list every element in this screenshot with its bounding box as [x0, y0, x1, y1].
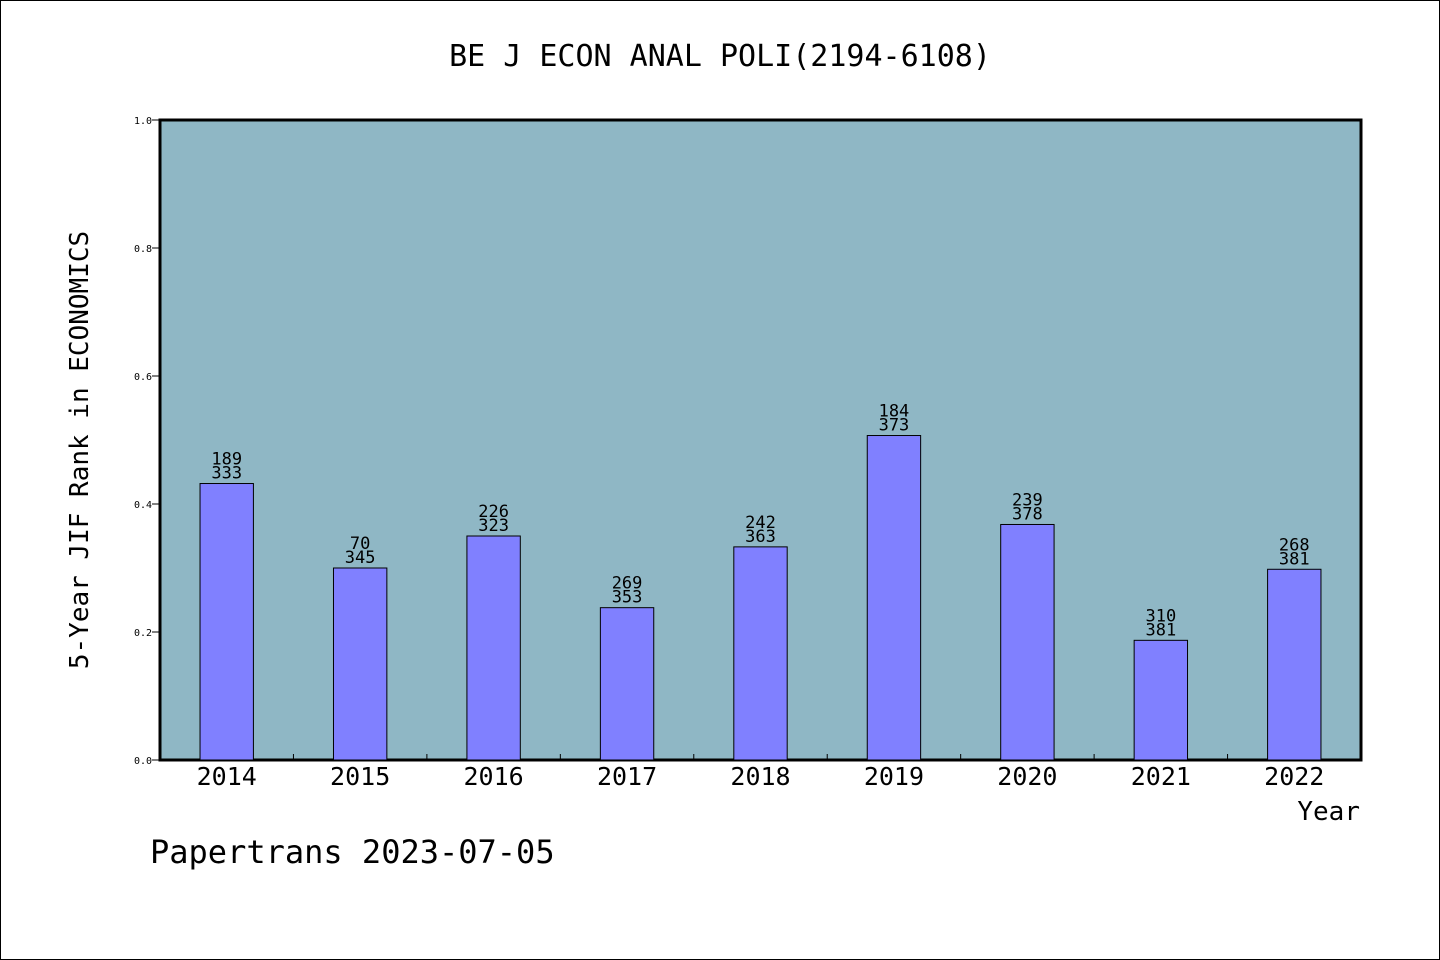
- bar-2016: [466, 535, 521, 761]
- bar-label-bottom: 363: [745, 527, 776, 547]
- bar-2014: [199, 483, 254, 761]
- bar-label-bottom: 353: [612, 588, 643, 608]
- bar-2020: [1000, 523, 1055, 761]
- x-tick-label: 2018: [730, 762, 790, 791]
- bar-2022: [1267, 568, 1322, 761]
- bar-label-top: 189: [211, 450, 242, 470]
- bar-label-bottom: 373: [879, 416, 910, 436]
- x-axis: 2014 2015 2016 2017 2018 2019 2020 2021 2022: [197, 754, 1324, 791]
- x-tick-label: 2014: [197, 762, 257, 791]
- bar-label-top: 239: [1012, 490, 1043, 510]
- bar-label-bottom: 381: [1279, 549, 1310, 569]
- bar-label-top: 269: [612, 574, 643, 594]
- x-tick-label: 2020: [997, 762, 1057, 791]
- y-axis-label: 5-Year JIF Rank in ECONOMICS: [65, 231, 95, 669]
- x-tick-label: 2016: [464, 762, 524, 791]
- x-tick-label: 2015: [330, 762, 390, 791]
- bar-label-top: 268: [1279, 535, 1310, 555]
- y-tick-label: 0.4: [134, 500, 152, 511]
- bar-label-top: 226: [478, 502, 509, 522]
- bar-label-bottom: 333: [211, 464, 242, 484]
- x-tick-label: 2019: [864, 762, 924, 791]
- x-tick-label: 2017: [597, 762, 657, 791]
- bar-2015: [332, 567, 388, 761]
- bar-label-top: 310: [1145, 606, 1176, 626]
- bar-2021: [1133, 639, 1189, 761]
- y-tick-label: 0.0: [134, 756, 152, 767]
- y-tick-label: 1.0: [134, 116, 152, 127]
- y-tick-label: 0.8: [134, 244, 152, 255]
- bar-label-top: 70: [350, 534, 370, 554]
- footer-source: Papertrans 2023-07-05: [150, 833, 555, 871]
- chart-title: BE J ECON ANAL POLI(2194-6108): [449, 39, 991, 74]
- x-axis-label: Year: [1297, 797, 1360, 827]
- y-axis: 0.0 0.2 0.4 0.6 0.8 1.0: [134, 116, 160, 767]
- x-tick-label: 2021: [1131, 762, 1191, 791]
- bar-label-bottom: 345: [345, 548, 376, 568]
- y-tick-label: 0.6: [134, 372, 152, 383]
- y-tick-label: 0.2: [134, 628, 152, 639]
- bar-label-top: 184: [879, 402, 910, 422]
- bar-label-top: 242: [745, 513, 776, 533]
- bar-2018: [733, 546, 788, 761]
- bar-2017: [599, 607, 655, 761]
- bar-label-bottom: 323: [478, 516, 509, 536]
- bar-2019: [866, 435, 922, 761]
- bar-label-bottom: 378: [1012, 504, 1043, 524]
- bar-label-bottom: 381: [1145, 620, 1176, 640]
- x-tick-label: 2022: [1264, 762, 1324, 791]
